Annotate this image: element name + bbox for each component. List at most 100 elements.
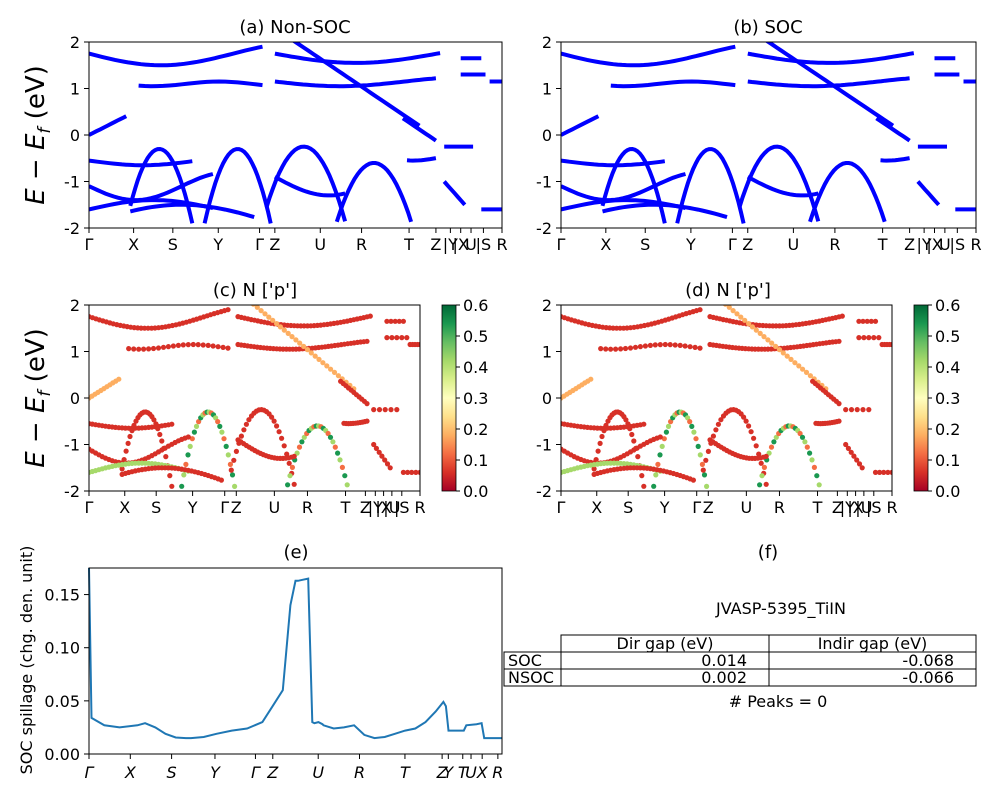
band-point [225, 307, 231, 313]
band-point [332, 444, 338, 450]
band-point [710, 433, 717, 439]
band-curve [334, 161, 414, 223]
xtick-label: |Y [840, 498, 855, 517]
band-point [667, 342, 673, 348]
band-point [179, 483, 185, 489]
band-curve [880, 156, 910, 163]
band-point [800, 366, 806, 372]
band-point [651, 483, 657, 489]
band-point [591, 466, 597, 472]
band-point [804, 444, 810, 450]
band-point [409, 469, 415, 475]
band-point [116, 376, 122, 382]
panel-c-plot-area: 210-1-2Γ X S Y Γ Z U R T Z|Y|X|U|S R0.60.50.40.30.… [64, 296, 488, 517]
band-point [262, 311, 268, 317]
panel-b-plot-area: 210-1-2Γ X S Y Γ Z U R T Z |Y|XU|S R [536, 33, 982, 254]
ytick-label: 2 [70, 296, 80, 315]
band-point [872, 318, 879, 324]
band-point [690, 477, 697, 483]
band-point [718, 417, 724, 423]
band-point [127, 433, 133, 440]
xtick-label: T [877, 235, 888, 254]
band-point [796, 363, 802, 369]
band-point [765, 337, 771, 343]
band-curve [442, 180, 467, 207]
band-point [854, 407, 860, 413]
band-point [271, 418, 277, 424]
band-point [270, 317, 276, 323]
band-point [389, 335, 395, 341]
band-point [153, 421, 159, 427]
band-point [167, 473, 173, 479]
ytick-label: 2 [70, 33, 80, 52]
band-point [685, 415, 691, 421]
xtick-label: Z [436, 763, 449, 782]
band-point [877, 469, 883, 475]
band-curve [808, 161, 887, 223]
xtick-label: |X [926, 235, 942, 254]
band-point [371, 441, 377, 448]
band-point [193, 423, 200, 429]
band-point [228, 467, 234, 473]
band-point [417, 341, 420, 348]
xtick-label: R [492, 763, 503, 782]
band-point [379, 453, 385, 459]
band-point [337, 457, 343, 463]
band-point [734, 311, 740, 317]
band-point [759, 473, 765, 479]
band-point [246, 417, 252, 423]
band-curve [737, 144, 821, 222]
xtick-label: Z [832, 498, 843, 517]
band-point [141, 346, 147, 352]
panel-b-title: (b) SOC [733, 17, 802, 38]
band-point [751, 435, 757, 441]
band-point [285, 482, 291, 488]
ytick-label: 1 [70, 343, 80, 362]
band-point [373, 445, 379, 451]
colorbar-label: 0.1 [463, 451, 488, 470]
xtick-label: |Y [368, 498, 383, 517]
band-point [632, 344, 639, 350]
band-point [753, 443, 759, 449]
band-point [328, 366, 334, 372]
band-point [382, 407, 388, 413]
xtick-label: |U [855, 498, 872, 517]
band-curve [401, 116, 438, 143]
band-point [695, 443, 701, 449]
band-curve [291, 42, 421, 128]
band-point [221, 436, 227, 442]
xtick-label: Γ [557, 498, 566, 517]
band-point [316, 356, 322, 362]
band-point [836, 418, 842, 424]
xtick-label: R [496, 235, 507, 254]
band-point [703, 457, 709, 463]
band-point [768, 444, 775, 450]
band-point [700, 467, 706, 473]
band-point [220, 344, 226, 350]
band-point [382, 457, 388, 463]
table-row-label: SOC [508, 651, 542, 670]
panel-e-spillage: (e) 0.150.100.050.00Γ X S Y Γ Z U R T ZY TU X R [44, 542, 503, 782]
xtick-label: Y [659, 498, 670, 517]
band-curve [406, 156, 437, 163]
band-point [400, 469, 406, 475]
ytick-label: -1 [536, 436, 552, 455]
ytick-label: 0 [70, 126, 80, 145]
band-point [396, 318, 402, 324]
colorbar-label: 0.1 [935, 451, 960, 470]
band-point [200, 342, 206, 348]
band-point [213, 415, 219, 421]
band-point [371, 407, 377, 413]
band-point [631, 438, 637, 444]
band-point [811, 464, 818, 470]
xtick-label: Z [266, 763, 279, 782]
ytick-label: 0.15 [44, 586, 80, 605]
band-point [742, 317, 748, 323]
ytick-label: 0 [70, 389, 80, 408]
band-point [746, 321, 752, 327]
band-point [232, 483, 238, 489]
colorbar-label: 0.6 [935, 296, 960, 315]
band-curve [875, 116, 911, 143]
table-header-dir: Dir gap (eV) [617, 634, 714, 653]
band-point [691, 429, 697, 435]
